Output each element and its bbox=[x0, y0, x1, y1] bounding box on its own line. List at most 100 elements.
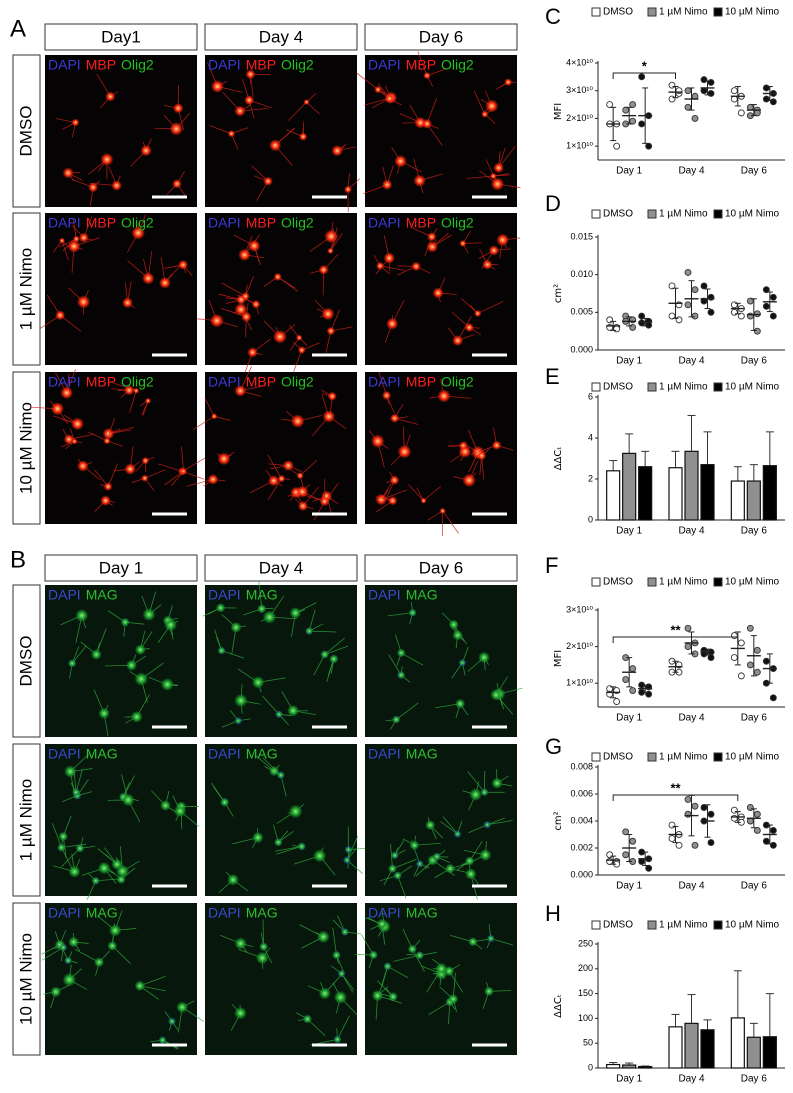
data-point bbox=[707, 308, 715, 316]
cell-body bbox=[160, 800, 171, 811]
data-point bbox=[700, 282, 708, 290]
bar bbox=[762, 1036, 777, 1069]
cell-body bbox=[297, 346, 306, 355]
cell-process bbox=[309, 630, 337, 633]
cell-body bbox=[318, 987, 331, 1000]
y-axis-label: cm² bbox=[553, 284, 564, 303]
data-point bbox=[769, 98, 777, 106]
cell-body bbox=[59, 943, 67, 952]
data-point bbox=[668, 81, 676, 89]
cell-body bbox=[273, 329, 287, 344]
cell-body bbox=[68, 865, 81, 878]
stain-label: Olig2 bbox=[281, 215, 314, 231]
x-tick-label: Day 4 bbox=[678, 356, 705, 367]
cell-body bbox=[63, 434, 75, 445]
panel-letter: E bbox=[545, 364, 560, 389]
cell-body bbox=[247, 347, 258, 358]
micrograph bbox=[205, 903, 357, 1055]
data-point bbox=[668, 835, 676, 842]
bar bbox=[606, 1063, 621, 1069]
cell-body bbox=[476, 450, 487, 461]
stain-label: MAG bbox=[406, 587, 438, 603]
row-header: 10 µM Nimo bbox=[16, 933, 35, 1025]
cell-body bbox=[62, 972, 77, 987]
legend-label: DMSO bbox=[603, 382, 633, 393]
cell-process bbox=[274, 846, 302, 852]
bar bbox=[700, 1029, 715, 1069]
stain-label: DAPI bbox=[208, 374, 241, 390]
y-tick-label: 250 bbox=[578, 938, 593, 948]
micrograph bbox=[45, 585, 197, 737]
bar bbox=[638, 1065, 653, 1069]
data-point bbox=[629, 101, 637, 109]
cell-body bbox=[491, 777, 503, 789]
cell-body bbox=[371, 989, 384, 1002]
legend-swatch bbox=[713, 920, 723, 930]
cell-body bbox=[275, 710, 283, 718]
stain-label: DAPI bbox=[48, 587, 81, 603]
x-tick-label: Day 1 bbox=[616, 526, 643, 537]
stain-label: DAPI bbox=[208, 746, 241, 762]
cell-body bbox=[241, 311, 252, 323]
cell-body bbox=[296, 334, 303, 341]
stain-label: DAPI bbox=[48, 905, 81, 921]
cell-process bbox=[396, 702, 419, 720]
cell-body bbox=[125, 659, 138, 671]
cell-body bbox=[64, 956, 72, 964]
y-tick-label: 200 bbox=[578, 963, 593, 973]
data-point bbox=[606, 101, 614, 109]
cell-body bbox=[141, 474, 149, 482]
x-tick-label: Day 4 bbox=[678, 713, 705, 724]
bar bbox=[684, 450, 699, 521]
row-header-box bbox=[12, 584, 41, 738]
stain-label: DAPI bbox=[208, 215, 241, 231]
cell-body bbox=[105, 91, 116, 102]
cell-process bbox=[324, 637, 345, 655]
cell-body bbox=[389, 475, 400, 485]
cell-body bbox=[482, 259, 493, 270]
cell-process bbox=[379, 966, 388, 994]
cell-process bbox=[262, 919, 265, 947]
cell-body bbox=[88, 182, 99, 193]
legend-label: 10 µM Nimo bbox=[725, 209, 780, 220]
cell-body bbox=[234, 105, 246, 117]
cell-process bbox=[60, 848, 81, 868]
legend-label: 1 µM Nimo bbox=[659, 7, 708, 18]
cell-body bbox=[388, 991, 398, 1002]
cell-process bbox=[356, 72, 379, 90]
y-axis-label: MFI bbox=[553, 103, 564, 120]
data-point bbox=[753, 327, 761, 335]
cell-body bbox=[479, 848, 492, 862]
data-point bbox=[691, 286, 699, 294]
data-point bbox=[762, 84, 770, 92]
y-tick-label: 0.010 bbox=[570, 269, 593, 279]
cell-body bbox=[71, 417, 84, 431]
data-point bbox=[700, 76, 708, 84]
cell-process bbox=[262, 757, 282, 776]
cell-body bbox=[504, 78, 513, 87]
bar bbox=[730, 480, 745, 521]
cell-body bbox=[288, 804, 303, 819]
stain-label: Olig2 bbox=[121, 215, 154, 231]
cell-body bbox=[396, 648, 406, 658]
stain-label: MBP bbox=[246, 57, 276, 73]
cell-body bbox=[409, 840, 420, 851]
cell-body bbox=[134, 980, 146, 992]
data-point bbox=[769, 694, 777, 702]
cell-process bbox=[181, 446, 184, 472]
cell-body bbox=[100, 152, 114, 166]
cell-body bbox=[140, 144, 152, 157]
data-point bbox=[691, 802, 699, 810]
data-point bbox=[762, 286, 770, 294]
legend-swatch bbox=[713, 577, 723, 587]
stain-label: Olig2 bbox=[281, 374, 314, 390]
cell-process bbox=[262, 695, 280, 715]
cell-process bbox=[387, 612, 413, 617]
x-tick-label: Day 6 bbox=[741, 356, 768, 367]
cell-body bbox=[332, 950, 341, 960]
column-header-box bbox=[44, 554, 198, 582]
data-point bbox=[707, 90, 715, 97]
data-point bbox=[645, 142, 653, 150]
cell-body bbox=[445, 863, 456, 874]
